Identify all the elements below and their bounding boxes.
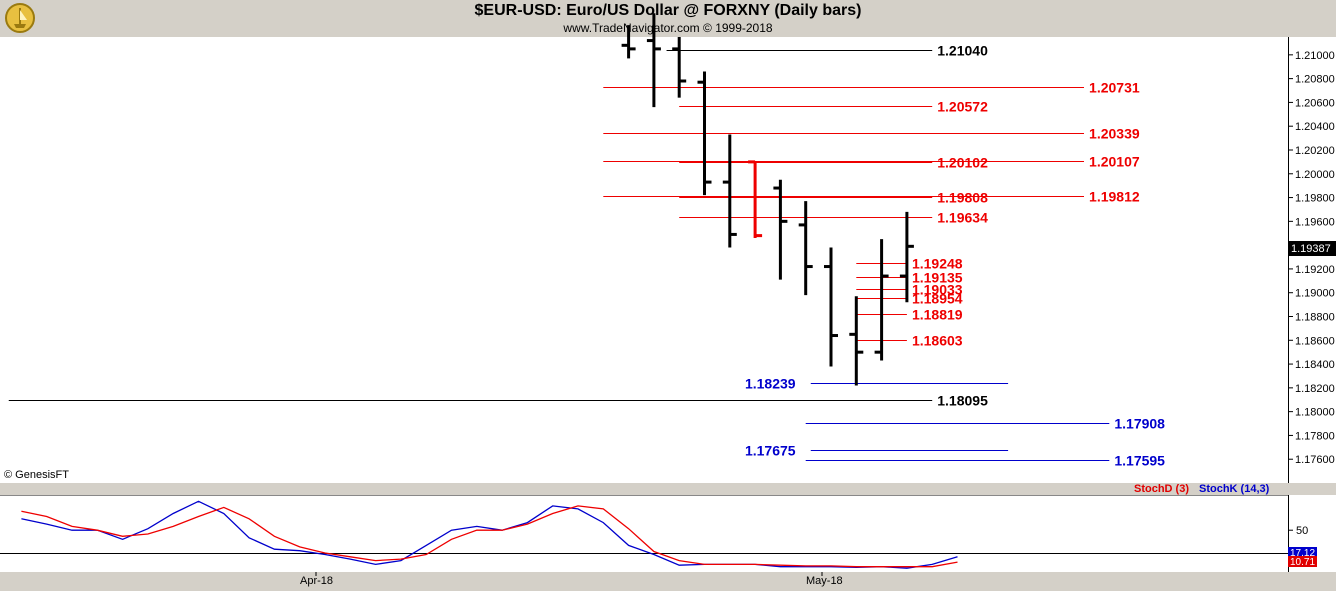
price-tick-label: 1.20000	[1295, 169, 1335, 181]
price-tick-label: 1.18600	[1295, 335, 1335, 347]
price-level-label: 1.19248	[912, 256, 963, 272]
stochd-last-value: 10.71	[1290, 557, 1315, 568]
price-level-label: 1.18603	[912, 333, 963, 349]
price-tick-label: 1.20600	[1295, 97, 1335, 109]
price-level-label: 1.20731	[1089, 80, 1140, 96]
legend-stochd: StochD (3)	[1134, 483, 1189, 495]
price-level-label: 1.20102	[937, 155, 988, 171]
price-level-label: 1.20107	[1089, 154, 1140, 170]
chart-title: $EUR-USD: Euro/US Dollar @ FORXNY (Daily…	[474, 2, 862, 19]
ohlc-bar	[697, 71, 712, 196]
price-level-label: 1.20572	[937, 99, 988, 115]
stochastic-panel	[0, 495, 1288, 572]
price-tick-label: 1.19600	[1295, 216, 1335, 228]
date-axis	[0, 572, 1336, 591]
copyright-label: © GenesisFT	[4, 469, 69, 481]
price-tick-label: 1.18000	[1295, 407, 1335, 419]
date-tick-label: Apr-18	[300, 575, 333, 587]
price-tick-label: 1.17600	[1295, 454, 1335, 466]
price-tick-label: 1.20800	[1295, 74, 1335, 86]
price-tick-label: 1.19200	[1295, 264, 1335, 276]
price-level-label: 1.19812	[1089, 189, 1140, 205]
price-level-label: 1.18954	[912, 291, 963, 307]
price-tick-label: 1.20400	[1295, 121, 1335, 133]
last-price-badge	[1288, 241, 1336, 256]
chart-header: $EUR-USD: Euro/US Dollar @ FORXNY (Daily…	[0, 0, 1336, 36]
date-tick-label: May-18	[806, 575, 843, 587]
price-level-label: 1.17675	[745, 443, 796, 459]
legend-stochk: StochK (14,3)	[1199, 483, 1270, 495]
price-tick-label: 1.20200	[1295, 145, 1335, 157]
ohlc-bar	[899, 211, 914, 303]
last-price-value: 1.19387	[1291, 243, 1331, 255]
ohlc-bar	[849, 296, 864, 386]
price-tick-label: 1.21000	[1295, 50, 1335, 62]
ohlc-bar	[722, 134, 737, 248]
price-level-label: 1.21040	[937, 43, 988, 59]
trade-navigator-logo-icon	[4, 2, 36, 39]
price-level-label: 1.19135	[912, 270, 963, 286]
price-level-label: 1.18239	[745, 376, 796, 392]
ohlc-bar	[798, 201, 813, 296]
stoch-series-line	[21, 505, 958, 568]
stochk-last-badge	[1288, 547, 1317, 557]
price-tick-label: 1.18400	[1295, 359, 1335, 371]
price-panel	[0, 37, 1288, 483]
ohlc-bar	[773, 179, 788, 280]
stochk-last-value: 17.12	[1290, 548, 1315, 559]
price-tick-label: 1.18200	[1295, 383, 1335, 395]
price-tick-label: 1.19000	[1295, 288, 1335, 300]
ohlc-bar	[621, 25, 636, 59]
ohlc-bar	[646, 13, 661, 108]
price-axis	[1288, 37, 1336, 483]
price-level-label: 1.17908	[1114, 416, 1165, 432]
stoch-tick-label: 50	[1296, 525, 1308, 537]
ohlc-bar	[874, 239, 889, 361]
stochd-last-badge	[1288, 556, 1317, 567]
price-level-label: 1.17595	[1114, 453, 1165, 469]
price-level-label: 1.18095	[937, 393, 988, 409]
ohlc-bar	[824, 247, 838, 367]
price-tick-label: 1.19800	[1295, 193, 1335, 205]
ohlc-bar	[672, 37, 687, 98]
price-level-label: 1.19033	[912, 282, 963, 298]
price-tick-label: 1.17800	[1295, 430, 1335, 442]
price-level-label: 1.19634	[937, 210, 988, 226]
price-tick-label: 1.18800	[1295, 311, 1335, 323]
price-level-label: 1.18819	[912, 307, 963, 323]
chart-subtitle: www.TradeNavigator.com © 1999-2018	[563, 21, 773, 35]
price-level-label: 1.20339	[1089, 126, 1140, 142]
price-level-label: 1.19808	[937, 190, 988, 206]
ohlc-bar	[748, 160, 763, 238]
stoch-series-line	[21, 500, 958, 569]
